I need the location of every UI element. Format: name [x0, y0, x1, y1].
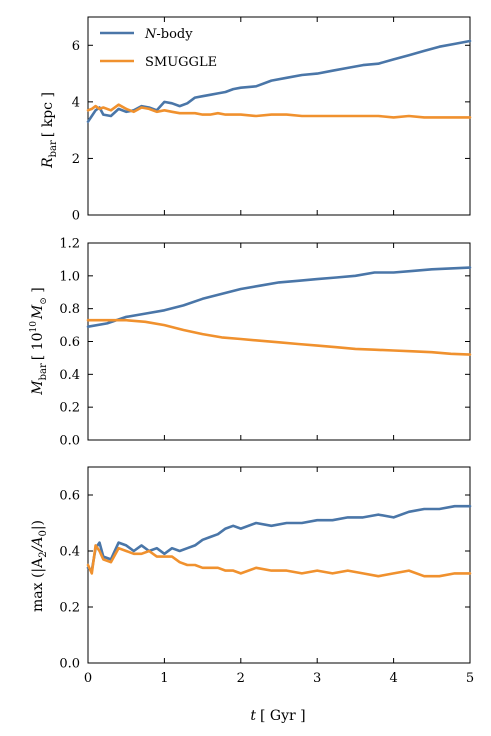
ytick-label: 0.0 — [59, 434, 80, 449]
ytick-label: 0.2 — [59, 601, 80, 616]
series-line-nbody — [86, 266, 472, 329]
ytick-label: 0.4 — [59, 368, 80, 383]
legend-label-nbody: N-body — [144, 27, 193, 42]
panel-bar-mass: 0.0 0.2 0.4 0.6 0.8 1.0 1.2 — [59, 237, 472, 449]
xtick-label: 3 — [313, 671, 321, 686]
xtick-label: 5 — [466, 671, 474, 686]
ytick-label: 0.6 — [59, 489, 80, 504]
ytick-label: 6 — [72, 39, 80, 54]
xtick-label: 1 — [160, 671, 168, 686]
series-line-smuggle — [86, 544, 472, 578]
series-line-smuggle — [86, 103, 472, 119]
ytick-label: 2 — [72, 152, 80, 167]
plot-frame — [87, 16, 471, 216]
series-line-nbody — [86, 504, 472, 572]
ylabel-strength: max (|A2/A0|) — [30, 520, 49, 612]
ylabel-radius: Rbar[ kpc ] — [40, 92, 59, 169]
ytick-label: 1.0 — [59, 269, 80, 284]
xtick-label: 4 — [389, 671, 397, 686]
legend: N-body SMUGGLE — [100, 27, 217, 70]
ytick-label: 0 — [72, 209, 80, 224]
ytick-label: 0.4 — [59, 545, 80, 560]
ytick-label: 1.2 — [59, 237, 80, 252]
ytick-label: 0.8 — [59, 302, 80, 317]
legend-label-smuggle: SMUGGLE — [145, 55, 217, 70]
ytick-label: 4 — [72, 95, 80, 110]
xlabel: t[ Gyr ] — [250, 708, 305, 724]
ytick-label: 0.6 — [59, 335, 80, 350]
plot-frame — [87, 466, 471, 664]
xtick-label: 2 — [237, 671, 245, 686]
series-line-nbody — [86, 39, 472, 123]
panel-bar-strength: 0.0 0.2 0.4 0.6 0 1 2 3 4 5 — [59, 466, 474, 686]
series-line-smuggle — [86, 318, 472, 356]
panel-bar-radius: 0 2 4 6 — [72, 16, 472, 224]
ytick-label: 0.2 — [59, 401, 80, 416]
ytick-label: 0.0 — [59, 657, 80, 672]
xtick-label: 0 — [84, 671, 92, 686]
ylabel-mass: Mbar[ 1010M⊙ ] — [29, 287, 49, 396]
